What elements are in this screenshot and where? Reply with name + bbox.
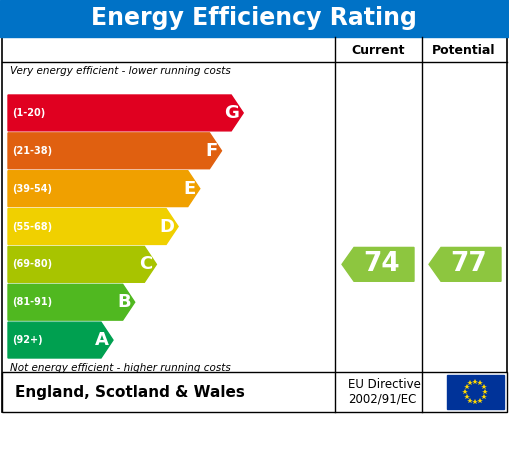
Polygon shape [8,95,243,131]
Bar [2,372,507,412]
Text: Energy Efficiency Rating: Energy Efficiency Rating [91,7,417,30]
Text: (1-20): (1-20) [12,108,45,118]
Text: 74: 74 [364,251,400,277]
Polygon shape [8,171,200,206]
Text: D: D [159,218,174,235]
Text: (21-38): (21-38) [12,146,52,156]
Polygon shape [342,248,414,281]
Text: Very energy efficient - lower running costs: Very energy efficient - lower running co… [10,66,231,76]
Bar [447,375,504,409]
Polygon shape [429,248,501,281]
Polygon shape [8,133,221,169]
Text: Current: Current [351,43,405,57]
Text: (39-54): (39-54) [12,184,52,194]
Polygon shape [8,322,113,358]
Text: (81-91): (81-91) [12,297,52,307]
Text: England, Scotland & Wales: England, Scotland & Wales [15,384,245,399]
Text: EU Directive
2002/91/EC: EU Directive 2002/91/EC [348,378,421,406]
Text: E: E [184,180,196,198]
Text: G: G [224,104,239,122]
Polygon shape [8,247,156,282]
Text: (55-68): (55-68) [12,221,52,232]
Bar [2,37,507,412]
Text: (69-80): (69-80) [12,259,52,269]
Text: Not energy efficient - higher running costs: Not energy efficient - higher running co… [10,363,231,373]
Text: (92+): (92+) [12,335,43,345]
Text: C: C [139,255,152,273]
Text: 77: 77 [450,251,488,277]
Polygon shape [8,209,178,244]
Polygon shape [8,284,135,320]
Bar [0,0,509,37]
Text: A: A [95,331,109,349]
Text: B: B [117,293,131,311]
Text: Potential: Potential [432,43,496,57]
Text: F: F [205,142,217,160]
